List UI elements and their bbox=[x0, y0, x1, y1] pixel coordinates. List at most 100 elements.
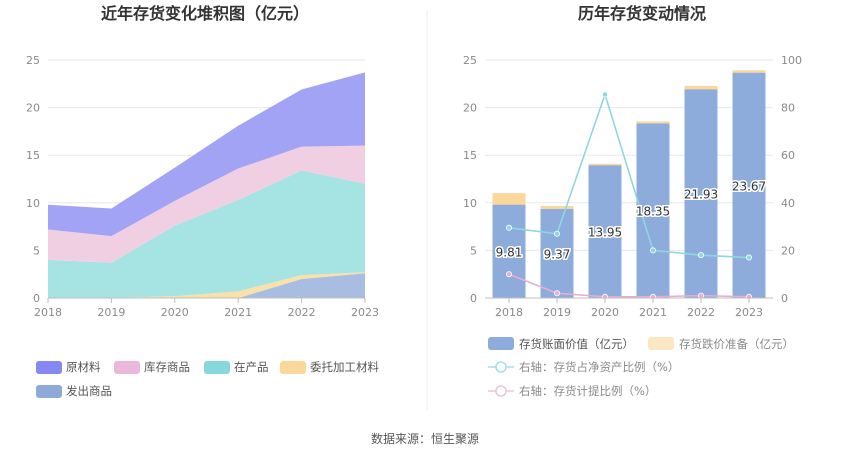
legend-label: 右轴：存货占净资产比例（%） bbox=[519, 360, 679, 374]
right-y-axis-left: 0 5 10 15 20 25 bbox=[463, 54, 477, 305]
legend-item[interactable]: 原材料 bbox=[36, 360, 101, 374]
right-y-axis-right: 0 20 40 60 80 100 bbox=[781, 54, 802, 305]
bar-data-label: 21.93 bbox=[684, 188, 718, 202]
y-tick-label: 20 bbox=[26, 102, 40, 115]
y2-tick-label: 40 bbox=[781, 197, 795, 210]
bar-line-chart: 历年存货变动情况 9.81 9.37 13.95 18.35 21.93 23.67 0 5… bbox=[463, 4, 802, 398]
legend-swatch bbox=[36, 385, 62, 398]
y2-tick-label: 80 bbox=[781, 102, 795, 115]
left-areas bbox=[48, 72, 365, 298]
legend-swatch bbox=[280, 361, 306, 374]
line-point bbox=[554, 230, 561, 237]
y2-tick-label: 100 bbox=[781, 54, 802, 67]
bar-data-label: 18.35 bbox=[636, 205, 670, 219]
left-y-axis: 0 5 10 15 20 25 bbox=[26, 54, 40, 305]
line-point bbox=[746, 254, 753, 261]
y-tick-label: 5 bbox=[33, 244, 40, 257]
bar-data-label: 23.67 bbox=[732, 179, 766, 193]
legend-swatch bbox=[204, 361, 230, 374]
legend-swatch bbox=[114, 361, 140, 374]
y-tick-label: 20 bbox=[463, 102, 477, 115]
right-x-axis: 2018 2019 2020 2021 2022 2023 bbox=[485, 297, 773, 319]
line-point bbox=[554, 290, 561, 297]
bar-book-value bbox=[588, 165, 622, 298]
bar-data-label: 13.95 bbox=[588, 226, 622, 240]
legend-swatch bbox=[648, 337, 674, 350]
legend-item[interactable]: 发出商品 bbox=[36, 384, 112, 398]
area-series bbox=[48, 170, 365, 298]
x-tick-label: 2023 bbox=[351, 306, 379, 319]
bar-impairment bbox=[684, 85, 718, 90]
line-point bbox=[650, 247, 657, 254]
legend-item[interactable]: 右轴：存货占净资产比例（%） bbox=[488, 360, 679, 374]
legend-item[interactable]: 委托加工材料 bbox=[280, 360, 379, 374]
y-tick-label: 25 bbox=[463, 54, 477, 67]
legend-label: 存货账面价值（亿元） bbox=[519, 337, 634, 351]
bar-impairment bbox=[636, 121, 670, 124]
right-legend: 存货账面价值（亿元） 存货跌价准备（亿元）右轴：存货占净资产比例（%） 右轴：存货计… bbox=[488, 337, 794, 398]
legend-marker bbox=[495, 385, 507, 397]
x-tick-label: 2020 bbox=[591, 306, 619, 319]
bar-impairment bbox=[540, 205, 574, 209]
legend-label: 存货跌价准备（亿元） bbox=[679, 337, 794, 351]
bar-book-value bbox=[540, 208, 574, 298]
area-series bbox=[48, 72, 365, 237]
area-series bbox=[48, 145, 365, 263]
bar-impairment bbox=[492, 193, 526, 205]
area-series bbox=[48, 273, 365, 298]
y-tick-label: 0 bbox=[33, 292, 40, 305]
bar-book-value bbox=[636, 123, 670, 298]
bar-data-label: 9.81 bbox=[496, 245, 523, 259]
legend-label: 原材料 bbox=[66, 360, 101, 374]
x-tick-label: 2021 bbox=[639, 306, 667, 319]
line-point bbox=[505, 271, 512, 278]
line-series bbox=[508, 273, 750, 298]
legend-label: 在产品 bbox=[234, 360, 269, 374]
legend-label: 库存商品 bbox=[144, 360, 190, 374]
bar-book-value bbox=[492, 204, 526, 298]
legend-label: 委托加工材料 bbox=[310, 360, 379, 374]
legend-item[interactable]: 库存商品 bbox=[114, 360, 190, 374]
stacked-area-chart: 近年存货变化堆积图（亿元） 0 5 10 15 20 25 2018 2019 2020 202… bbox=[26, 4, 379, 398]
x-tick-label: 2022 bbox=[288, 306, 316, 319]
area-series bbox=[48, 272, 365, 298]
y-tick-label: 25 bbox=[26, 54, 40, 67]
y2-tick-label: 0 bbox=[781, 292, 788, 305]
legend-item[interactable]: 右轴：存货计提比例（%） bbox=[488, 384, 656, 398]
left-x-axis: 2018 2019 2020 2021 2022 2023 bbox=[34, 297, 379, 319]
y-tick-label: 10 bbox=[463, 197, 477, 210]
legend-label: 发出商品 bbox=[66, 384, 112, 398]
y2-tick-label: 20 bbox=[781, 244, 795, 257]
bar-book-value bbox=[684, 89, 718, 298]
bar-impairment bbox=[732, 70, 766, 73]
x-tick-label: 2023 bbox=[735, 306, 763, 319]
x-tick-label: 2018 bbox=[495, 306, 523, 319]
y2-tick-label: 60 bbox=[781, 149, 795, 162]
right-bars bbox=[492, 70, 766, 299]
line-point bbox=[698, 292, 705, 299]
legend-swatch bbox=[36, 361, 62, 374]
y-tick-label: 10 bbox=[26, 197, 40, 210]
legend-item[interactable]: 存货账面价值（亿元） bbox=[488, 337, 634, 351]
y-tick-label: 15 bbox=[26, 149, 40, 162]
line-point bbox=[698, 252, 705, 259]
x-tick-label: 2020 bbox=[161, 306, 189, 319]
legend-item[interactable]: 在产品 bbox=[204, 360, 269, 374]
line-point bbox=[505, 224, 512, 231]
x-tick-label: 2022 bbox=[687, 306, 715, 319]
left-chart-title: 近年存货变化堆积图（亿元） bbox=[101, 4, 309, 23]
data-source: 数据来源：恒生聚源 bbox=[371, 431, 479, 446]
legend-label: 右轴：存货计提比例（%） bbox=[519, 384, 656, 398]
bar-data-label: 9.37 bbox=[544, 247, 571, 261]
y-tick-label: 0 bbox=[470, 292, 477, 305]
y-tick-label: 5 bbox=[470, 244, 477, 257]
x-tick-label: 2019 bbox=[97, 306, 125, 319]
x-tick-label: 2018 bbox=[34, 306, 62, 319]
legend-item[interactable]: 存货跌价准备（亿元） bbox=[648, 337, 794, 351]
line-series bbox=[508, 91, 750, 259]
bar-impairment bbox=[588, 163, 622, 166]
right-chart-title: 历年存货变动情况 bbox=[578, 4, 706, 23]
